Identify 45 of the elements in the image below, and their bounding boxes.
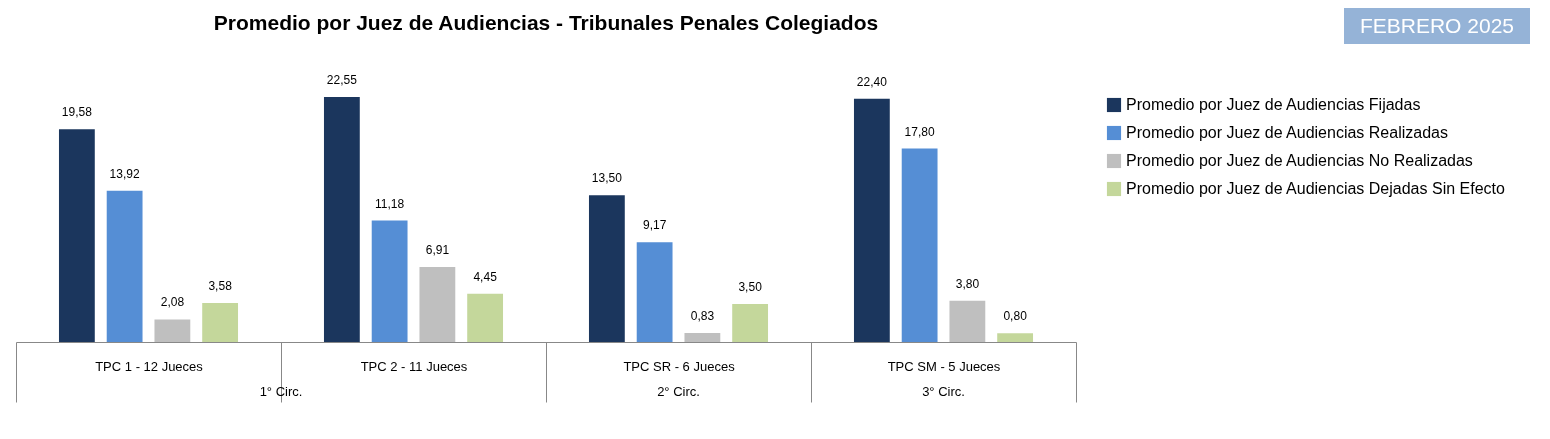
bar [202,303,239,342]
x-tick-label: TPC SM - 5 Jueces [887,358,1001,374]
legend-label: Promedio por Juez de Audiencias Fijadas [1126,96,1421,113]
x-tick-label: TPC SR - 6 Jueces [623,358,736,374]
text: 3° Circ. [922,384,965,399]
legend-label: Promedio por Juez de Audiencias Dejadas Sin Efecto [1126,180,1505,197]
bar [588,195,625,342]
x-tick-label: TPC 1 - 12 Jueces [95,358,204,374]
bar [853,98,890,342]
legend-label: Promedio por Juez de Audiencias No Realizadas [1126,152,1473,169]
data-label: 13,50 [591,171,623,186]
data-label: 3,58 [208,279,233,294]
data-label: 11,18 [375,196,405,211]
data-label: 2,08 [160,295,185,310]
data-label: 19,58 [61,105,93,120]
bar [323,97,360,342]
bar [901,148,938,342]
data-label: 0,83 [690,308,715,323]
legend-label: Promedio por Juez de Audiencias Realizadas [1126,124,1448,141]
bar [154,319,191,342]
bar [371,220,408,342]
bar [997,333,1034,342]
bar [684,332,721,342]
bar [732,303,769,342]
bar [106,190,143,342]
data-label: 22,40 [856,74,888,89]
text: 1° Circ. [259,384,303,399]
text: FEBRERO 2025 [1343,8,1530,44]
data-label: 4,45 [473,269,498,284]
chart-title: Promedio por Juez de Audiencias - Tribunales Penales Colegiados [213,11,879,34]
data-label: 22,55 [326,73,358,87]
bar [58,129,95,342]
bar [636,242,673,342]
data-label: 0,80 [1003,309,1028,324]
data-label: 3,80 [955,276,980,291]
data-label: 9,17 [642,218,667,233]
data-label: 3,50 [738,279,763,294]
bar [419,266,456,342]
bar [949,300,986,342]
data-label: 13,92 [109,166,140,181]
text: 2° Circ. [657,384,700,399]
bar [467,293,504,342]
x-tick-label: TPC 2 - 11 Jueces [360,358,468,374]
data-label: 17,80 [904,124,935,139]
data-label: 6,91 [425,242,450,257]
